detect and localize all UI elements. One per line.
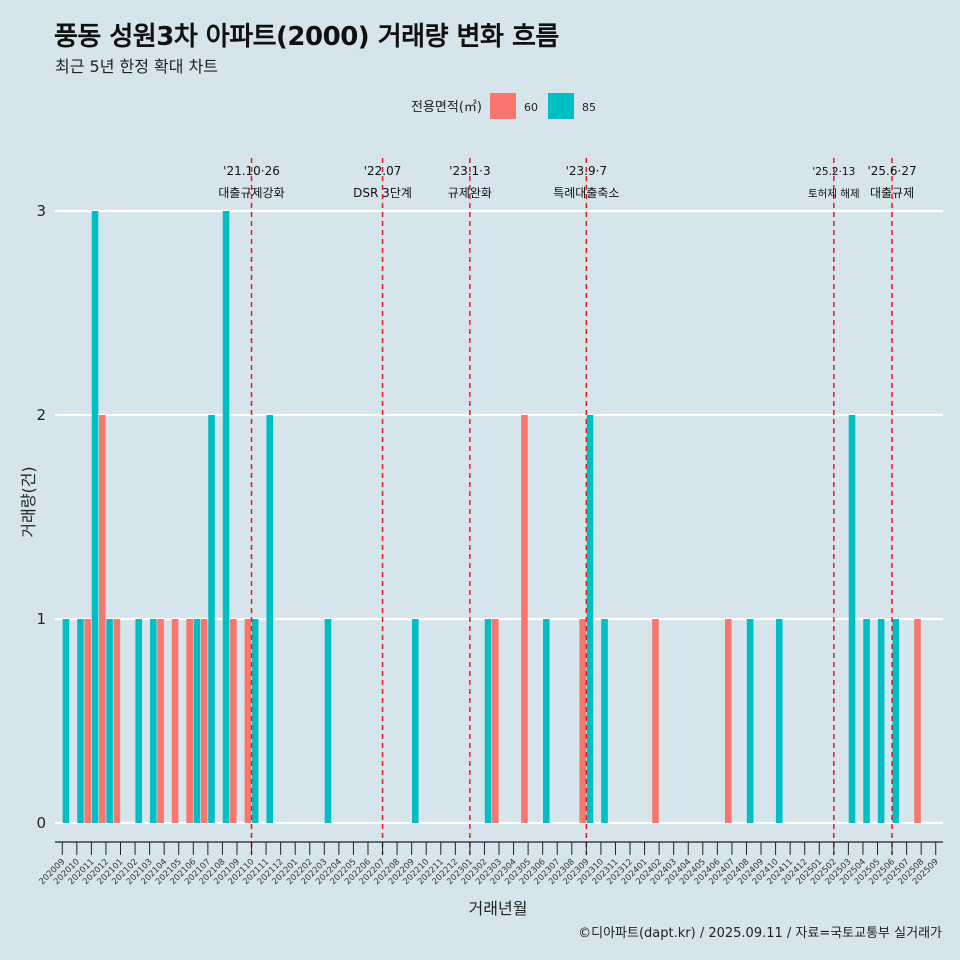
bar-60-202402 bbox=[652, 619, 659, 823]
bar-85-202111 bbox=[266, 415, 274, 823]
bar-85-202505 bbox=[877, 619, 885, 823]
chart-title: 풍동 성원3차 아파트(2000) 거래량 변화 흐름 bbox=[54, 22, 559, 52]
bar-85-202009 bbox=[62, 619, 70, 823]
bar-85-202203 bbox=[324, 619, 332, 823]
event-date: '25.6·27 bbox=[867, 164, 916, 178]
bar-60-202109 bbox=[230, 619, 237, 823]
bar-85-202106 bbox=[193, 619, 201, 823]
bar-60-202104 bbox=[157, 619, 164, 823]
bar-85-202504 bbox=[863, 619, 870, 823]
bar-60-202508 bbox=[914, 619, 921, 823]
legend-label-85: 85 bbox=[582, 101, 596, 114]
bar-85-202010 bbox=[77, 619, 84, 823]
legend-swatch-85 bbox=[548, 93, 574, 119]
event-label: 대출규제강화 bbox=[218, 186, 284, 200]
bar-85-202107 bbox=[208, 415, 215, 823]
bar-60-202106 bbox=[186, 619, 193, 823]
y-tick-label: 3 bbox=[36, 202, 46, 220]
bar-85-202310 bbox=[601, 619, 608, 823]
bar-60-202407 bbox=[724, 619, 732, 823]
bar-85-202506 bbox=[892, 619, 899, 823]
legend-title: 전용면적(㎡) bbox=[411, 100, 482, 115]
event-markers: '21.10·26 대출규제강화 '22.07 DSR 3단계 '23.1·3 규제완화 '… bbox=[218, 158, 917, 855]
bar-85-202110 bbox=[251, 619, 259, 823]
y-tick-label: 0 bbox=[36, 814, 46, 832]
bar-85-202012 bbox=[106, 619, 113, 823]
bar-85-202306 bbox=[543, 619, 550, 823]
y-tick-label: 2 bbox=[36, 406, 46, 424]
bar-60-202309 bbox=[579, 619, 586, 823]
event-label: 규제완화 bbox=[448, 186, 492, 200]
event-label: DSR 3단계 bbox=[353, 186, 412, 200]
bar-85-202408 bbox=[746, 619, 754, 823]
legend: 전용면적(㎡) 60 85 bbox=[411, 93, 596, 119]
bars bbox=[62, 211, 921, 823]
bar-60-202101 bbox=[113, 619, 121, 823]
event-label: 토허제 해제 bbox=[808, 187, 860, 200]
bar-85-202011 bbox=[91, 211, 99, 823]
bar-85-202302 bbox=[484, 619, 492, 823]
x-axis: 2020092020102020112020122021012021022021… bbox=[37, 841, 943, 887]
x-axis-title: 거래년월 bbox=[469, 899, 528, 918]
bar-60-202107 bbox=[200, 619, 208, 823]
bar-60-202305 bbox=[521, 415, 528, 823]
bar-85-202102 bbox=[135, 619, 142, 823]
event-date: '23.1·3 bbox=[449, 164, 490, 178]
y-axis: 0 1 2 3 bbox=[36, 202, 46, 832]
bar-85-202103 bbox=[149, 619, 157, 823]
event-label: 대출규제 bbox=[870, 186, 914, 200]
bar-60-202105 bbox=[171, 619, 179, 823]
bar-60-202012 bbox=[99, 415, 106, 823]
bar-85-202209 bbox=[412, 619, 419, 823]
event-date: '23.9·7 bbox=[566, 164, 607, 178]
legend-label-60: 60 bbox=[524, 101, 538, 114]
bar-85-202309 bbox=[586, 415, 594, 823]
event-date: '21.10·26 bbox=[223, 164, 280, 178]
legend-swatch-60 bbox=[490, 93, 516, 119]
bar-85-202108 bbox=[222, 211, 230, 823]
y-tick-label: 1 bbox=[36, 610, 46, 628]
y-axis-title: 거래량(건) bbox=[19, 466, 38, 537]
event-date: '25.2·13 bbox=[812, 166, 855, 178]
source-credit: ©디아파트(dapt.kr) / 2025.09.11 / 자료=국토교통부 실… bbox=[578, 926, 942, 941]
event-date: '22.07 bbox=[364, 164, 402, 178]
bar-60-202303 bbox=[492, 619, 499, 823]
bar-85-202410 bbox=[775, 619, 783, 823]
bar-60-202011 bbox=[84, 619, 92, 823]
bar-85-202503 bbox=[848, 415, 856, 823]
bar-60-202110 bbox=[244, 619, 252, 823]
chart-subtitle: 최근 5년 한정 확대 차트 bbox=[55, 57, 219, 76]
event-label: 특례대출축소 bbox=[553, 186, 619, 200]
